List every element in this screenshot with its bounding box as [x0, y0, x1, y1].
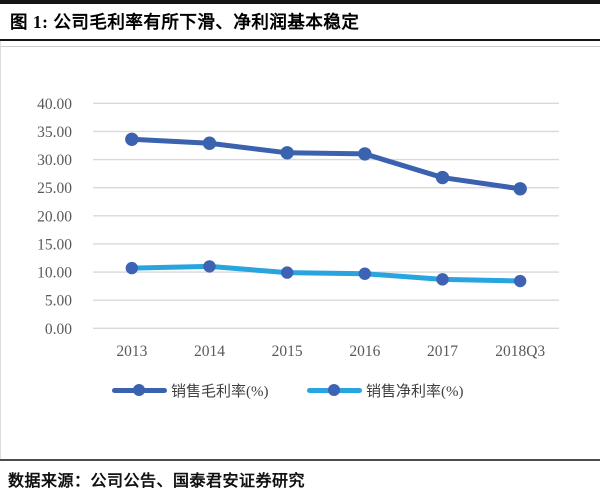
legend-item-gross-margin: 销售毛利率(%): [112, 381, 269, 400]
y-tick-label: 20.00: [37, 208, 72, 225]
figure-title-bar: 图 1: 公司毛利率有所下滑、净利润基本稳定: [0, 0, 600, 41]
gross-margin-line-swatch-icon: [112, 384, 167, 397]
x-tick-label: 2016: [349, 343, 380, 360]
data-point-marker: [125, 261, 139, 275]
data-point-marker: [280, 146, 294, 160]
data-point-marker: [513, 182, 527, 196]
x-tick-label: 2013: [116, 343, 147, 360]
data-point-marker: [125, 132, 139, 146]
y-tick-label: 15.00: [37, 236, 72, 253]
source-divider: [0, 459, 600, 461]
y-tick-label: 10.00: [37, 265, 72, 282]
data-point-marker: [202, 136, 217, 150]
y-tick-label: 25.00: [37, 180, 72, 197]
data-point-marker: [358, 267, 372, 280]
chart-legend: 销售毛利率(%) 销售净利率(%): [0, 381, 600, 400]
x-tick-label: 2015: [272, 343, 303, 360]
data-point-marker: [280, 266, 294, 279]
figure-title: 图 1: 公司毛利率有所下滑、净利润基本稳定: [10, 12, 360, 32]
data-point-marker: [513, 274, 527, 288]
legend-label-net-margin: 销售净利率(%): [366, 383, 464, 400]
data-point-marker: [203, 260, 216, 273]
legend-label-gross-margin: 销售毛利率(%): [171, 383, 269, 400]
legend-item-net-margin: 销售净利率(%): [307, 381, 464, 400]
y-tick-label: 40.00: [37, 96, 72, 113]
data-point-marker: [435, 170, 450, 185]
line-chart: 40.00 35.00 30.00 25.00 20.00 15.00 10.00 5.00 0…: [37, 96, 559, 360]
net-margin-line-swatch-icon: [307, 384, 362, 397]
x-tick-label: 2014: [194, 343, 225, 360]
left-border-rule: [0, 41, 1, 459]
title-divider: [0, 46, 600, 47]
series-line-1: [129, 263, 523, 284]
series-line-0: [129, 136, 523, 192]
x-tick-label: 2017: [427, 343, 458, 360]
y-tick-label: 30.00: [37, 152, 72, 169]
data-point-marker: [436, 273, 449, 286]
y-tick-label: 5.00: [45, 293, 72, 310]
x-tick-label: 2018Q3: [495, 343, 545, 360]
y-tick-label: 0.00: [45, 321, 72, 338]
data-point-marker: [358, 147, 372, 161]
data-source-text: 数据来源：公司公告、国泰君安证券研究: [8, 473, 306, 490]
y-tick-label: 35.00: [37, 124, 72, 141]
